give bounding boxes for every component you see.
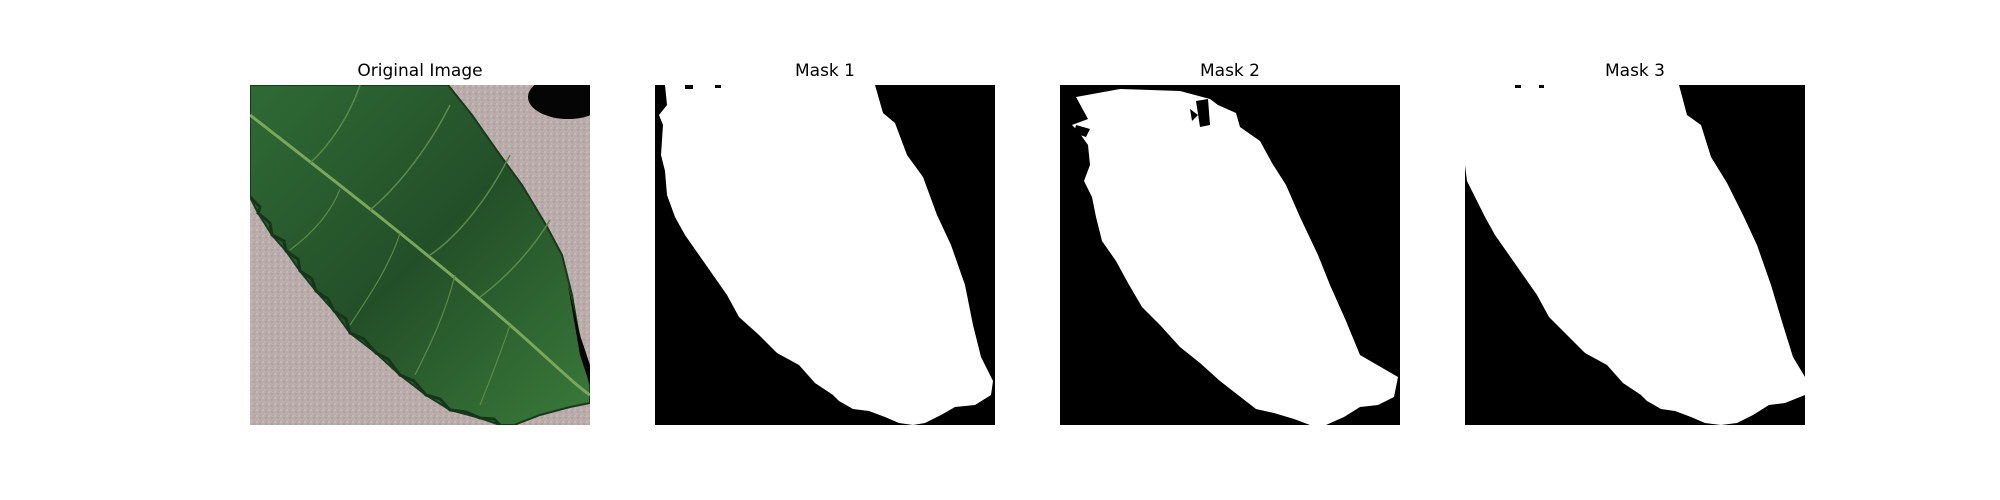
leaf-vein bbox=[309, 85, 361, 164]
mask-2-image bbox=[1060, 85, 1400, 425]
mask-speck bbox=[1539, 85, 1544, 88]
mask-speck bbox=[1515, 85, 1521, 88]
mask-hole bbox=[1196, 99, 1210, 127]
leaf-midrib bbox=[250, 113, 590, 397]
leaf-vein bbox=[414, 274, 456, 376]
original-image-title: Original Image bbox=[357, 61, 483, 81]
mask-1-panel: Mask 1 bbox=[655, 57, 995, 425]
original-image-panel: Original Image bbox=[250, 57, 590, 425]
leaf-serrated-edge bbox=[250, 195, 502, 425]
mask-hole bbox=[1190, 109, 1198, 121]
leaf-vein bbox=[429, 154, 511, 256]
mask-1-image bbox=[655, 85, 995, 425]
mask-2-panel: Mask 2 bbox=[1060, 57, 1400, 425]
leaf-vein bbox=[479, 324, 511, 406]
shadow-blob bbox=[528, 85, 590, 119]
mask-region bbox=[1072, 89, 1398, 425]
leaf-vein bbox=[289, 188, 341, 251]
mask-3-panel: Mask 3 bbox=[1465, 57, 1805, 425]
mask-speck bbox=[685, 85, 693, 89]
mask-hole bbox=[1074, 125, 1090, 137]
original-leaf-photo bbox=[250, 85, 590, 425]
mask-speck bbox=[715, 85, 721, 88]
mask-3-image bbox=[1465, 85, 1805, 425]
mask-3-title: Mask 3 bbox=[1604, 61, 1665, 81]
shadow-right-edge bbox=[568, 285, 590, 385]
mask-2-title: Mask 2 bbox=[1199, 61, 1260, 81]
leaf-vein bbox=[479, 219, 551, 298]
leaf-vein bbox=[349, 232, 401, 326]
mask-1-title: Mask 1 bbox=[794, 61, 855, 81]
mask-region bbox=[659, 85, 993, 425]
mask-region bbox=[1465, 85, 1805, 425]
leaf-vein bbox=[369, 104, 451, 211]
